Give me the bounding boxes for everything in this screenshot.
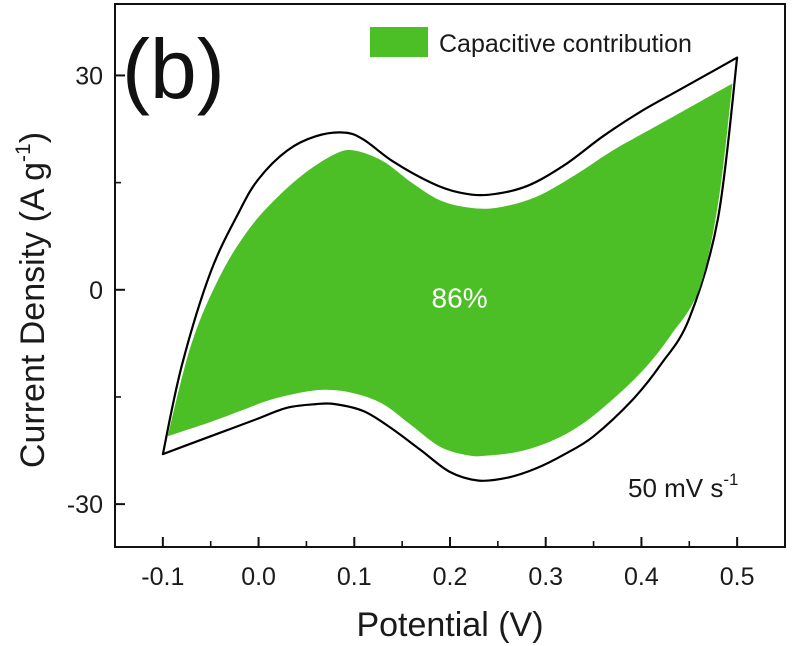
y-axis-title-suffix: ) xyxy=(14,132,52,143)
x-tick-label: 0.5 xyxy=(720,563,755,591)
legend-swatch xyxy=(370,27,428,57)
capacitive-percent-label: 86% xyxy=(432,283,488,314)
x-axis-title: Potential (V) xyxy=(356,606,543,644)
capacitive-area xyxy=(167,83,733,457)
scan-rate-label: 50 mV s-1 xyxy=(628,470,739,503)
x-tick-label: -0.1 xyxy=(141,563,184,591)
x-tick-label: 0.3 xyxy=(528,563,563,591)
panel-label: (b) xyxy=(122,22,225,116)
series-layer xyxy=(161,56,739,482)
x-tick-label: 0.1 xyxy=(337,563,372,591)
y-axis-title: Current Density (A g-1) xyxy=(12,132,52,468)
y-tick-label: 30 xyxy=(75,62,103,90)
y-axis-title-superscript: -1 xyxy=(12,143,35,162)
x-tick-label: 0.2 xyxy=(433,563,468,591)
y-tick-label: -30 xyxy=(67,491,103,519)
x-tick-label: 0.4 xyxy=(624,563,659,591)
y-axis-title-main: Current Density (A g xyxy=(14,162,52,468)
y-tick-label: 0 xyxy=(89,277,103,305)
legend-label: Capacitive contribution xyxy=(439,30,692,58)
ticks-layer: -0.1 0.0 0.1 0.2 0.3 0.4 0.5 -30 0 30 xyxy=(67,62,755,591)
legend: Capacitive contribution xyxy=(370,27,692,58)
x-tick-label: 0.0 xyxy=(241,563,276,591)
scan-rate-text: 50 mV s xyxy=(628,473,723,503)
scan-rate-superscript: -1 xyxy=(723,470,738,489)
